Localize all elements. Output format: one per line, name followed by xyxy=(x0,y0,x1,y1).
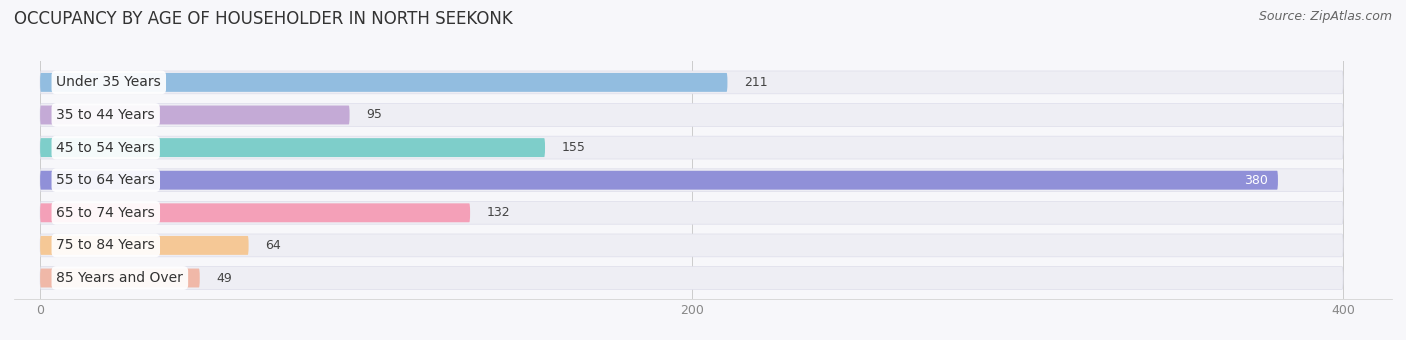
Text: 49: 49 xyxy=(217,272,232,285)
FancyBboxPatch shape xyxy=(41,234,1343,257)
FancyBboxPatch shape xyxy=(41,73,727,92)
FancyBboxPatch shape xyxy=(41,171,1278,190)
Text: 55 to 64 Years: 55 to 64 Years xyxy=(56,173,155,187)
Text: OCCUPANCY BY AGE OF HOUSEHOLDER IN NORTH SEEKONK: OCCUPANCY BY AGE OF HOUSEHOLDER IN NORTH… xyxy=(14,10,513,28)
FancyBboxPatch shape xyxy=(41,269,200,287)
Text: 380: 380 xyxy=(1244,174,1268,187)
Text: 132: 132 xyxy=(486,206,510,219)
Text: 64: 64 xyxy=(264,239,281,252)
Text: 75 to 84 Years: 75 to 84 Years xyxy=(56,238,155,252)
Text: 211: 211 xyxy=(744,76,768,89)
FancyBboxPatch shape xyxy=(41,236,249,255)
FancyBboxPatch shape xyxy=(41,71,1343,94)
FancyBboxPatch shape xyxy=(41,105,350,124)
FancyBboxPatch shape xyxy=(41,136,1343,159)
FancyBboxPatch shape xyxy=(41,138,546,157)
Text: 65 to 74 Years: 65 to 74 Years xyxy=(56,206,155,220)
FancyBboxPatch shape xyxy=(41,203,470,222)
FancyBboxPatch shape xyxy=(41,104,1343,126)
FancyBboxPatch shape xyxy=(41,169,1343,192)
FancyBboxPatch shape xyxy=(41,201,1343,224)
Text: 95: 95 xyxy=(366,108,382,121)
Text: 45 to 54 Years: 45 to 54 Years xyxy=(56,141,155,155)
Text: 35 to 44 Years: 35 to 44 Years xyxy=(56,108,155,122)
FancyBboxPatch shape xyxy=(41,267,1343,289)
Text: Source: ZipAtlas.com: Source: ZipAtlas.com xyxy=(1258,10,1392,23)
Text: 85 Years and Over: 85 Years and Over xyxy=(56,271,183,285)
Text: 155: 155 xyxy=(561,141,585,154)
Text: Under 35 Years: Under 35 Years xyxy=(56,75,162,89)
